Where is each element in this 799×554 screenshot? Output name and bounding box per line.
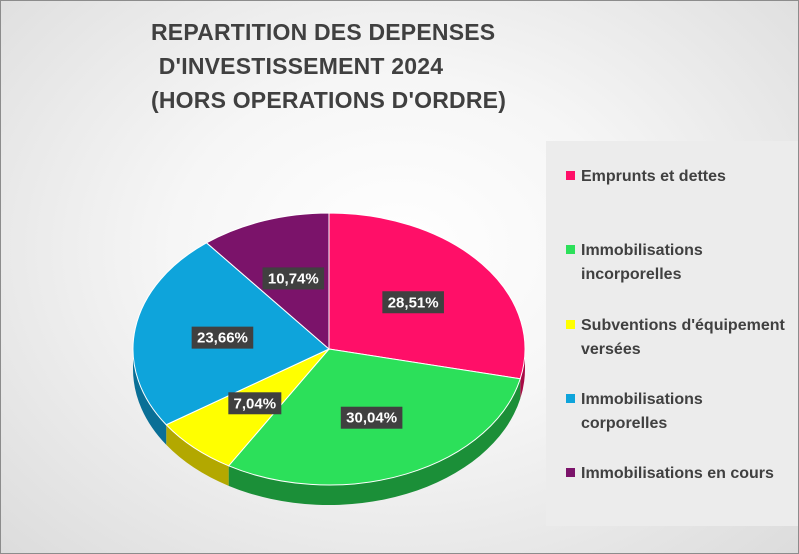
pie-side-emprunts — [520, 349, 525, 399]
legend-item-incorporelles: Immobilisations incorporelles — [566, 239, 791, 287]
data-label-en-cours: 10,74% — [262, 267, 325, 290]
data-label-box — [382, 291, 444, 314]
legend-swatch — [566, 245, 575, 254]
pie-slices — [132, 212, 526, 486]
data-label-emprunts: 28,51% — [382, 291, 444, 314]
legend-swatch — [566, 468, 575, 477]
data-label-box — [191, 326, 254, 349]
legend-swatch — [566, 320, 575, 329]
legend-item-corporelles: Immobilisations corporelles — [566, 388, 791, 436]
data-label-text: 23,66% — [197, 330, 248, 347]
pie-side-incorporelles — [228, 378, 521, 505]
chart-title-line-1: REPARTITION DES DEPENSES — [151, 19, 496, 45]
legend-label: Immobilisations corporelles — [581, 391, 703, 432]
data-label-box — [340, 406, 403, 429]
legend-label: Subventions d'équipement versées — [581, 317, 785, 358]
data-label-box — [228, 392, 282, 415]
legend: Emprunts et dettes Immobilisations incor… — [546, 141, 798, 526]
legend-label: Immobilisations en cours — [581, 465, 774, 482]
data-label-text: 28,51% — [388, 294, 439, 311]
data-labels: 28,51% 30,04% 7,04% 23,66% 10,74% — [191, 267, 444, 429]
data-label-text: 10,74% — [268, 270, 319, 287]
data-label-corporelles: 23,66% — [191, 326, 254, 349]
pie-side-corporelles — [133, 349, 167, 445]
data-label-text: 30,04% — [346, 410, 397, 427]
chart-title: REPARTITION DES DEPENSES D'INVESTISSEMEN… — [151, 15, 507, 117]
legend-item-en-cours: Immobilisations en cours — [566, 462, 791, 486]
chart-title-line-3: (HORS OPERATIONS D'ORDRE) — [151, 87, 507, 113]
legend-item-subventions: Subventions d'équipement versées — [566, 314, 791, 362]
data-label-box — [262, 267, 325, 290]
pie-sides — [133, 349, 525, 505]
legend-swatch — [566, 171, 575, 180]
legend-label: Immobilisations incorporelles — [581, 242, 703, 283]
legend-item-emprunts: Emprunts et dettes — [566, 165, 791, 189]
pie-side-subventions — [166, 424, 229, 486]
chart-title-line-2: D'INVESTISSEMENT 2024 — [158, 53, 444, 79]
legend-swatch — [566, 394, 575, 403]
data-label-text: 7,04% — [234, 395, 277, 412]
data-label-incorporelles: 30,04% — [340, 406, 403, 429]
data-label-subventions: 7,04% — [228, 392, 282, 415]
legend-label: Emprunts et dettes — [581, 168, 726, 185]
